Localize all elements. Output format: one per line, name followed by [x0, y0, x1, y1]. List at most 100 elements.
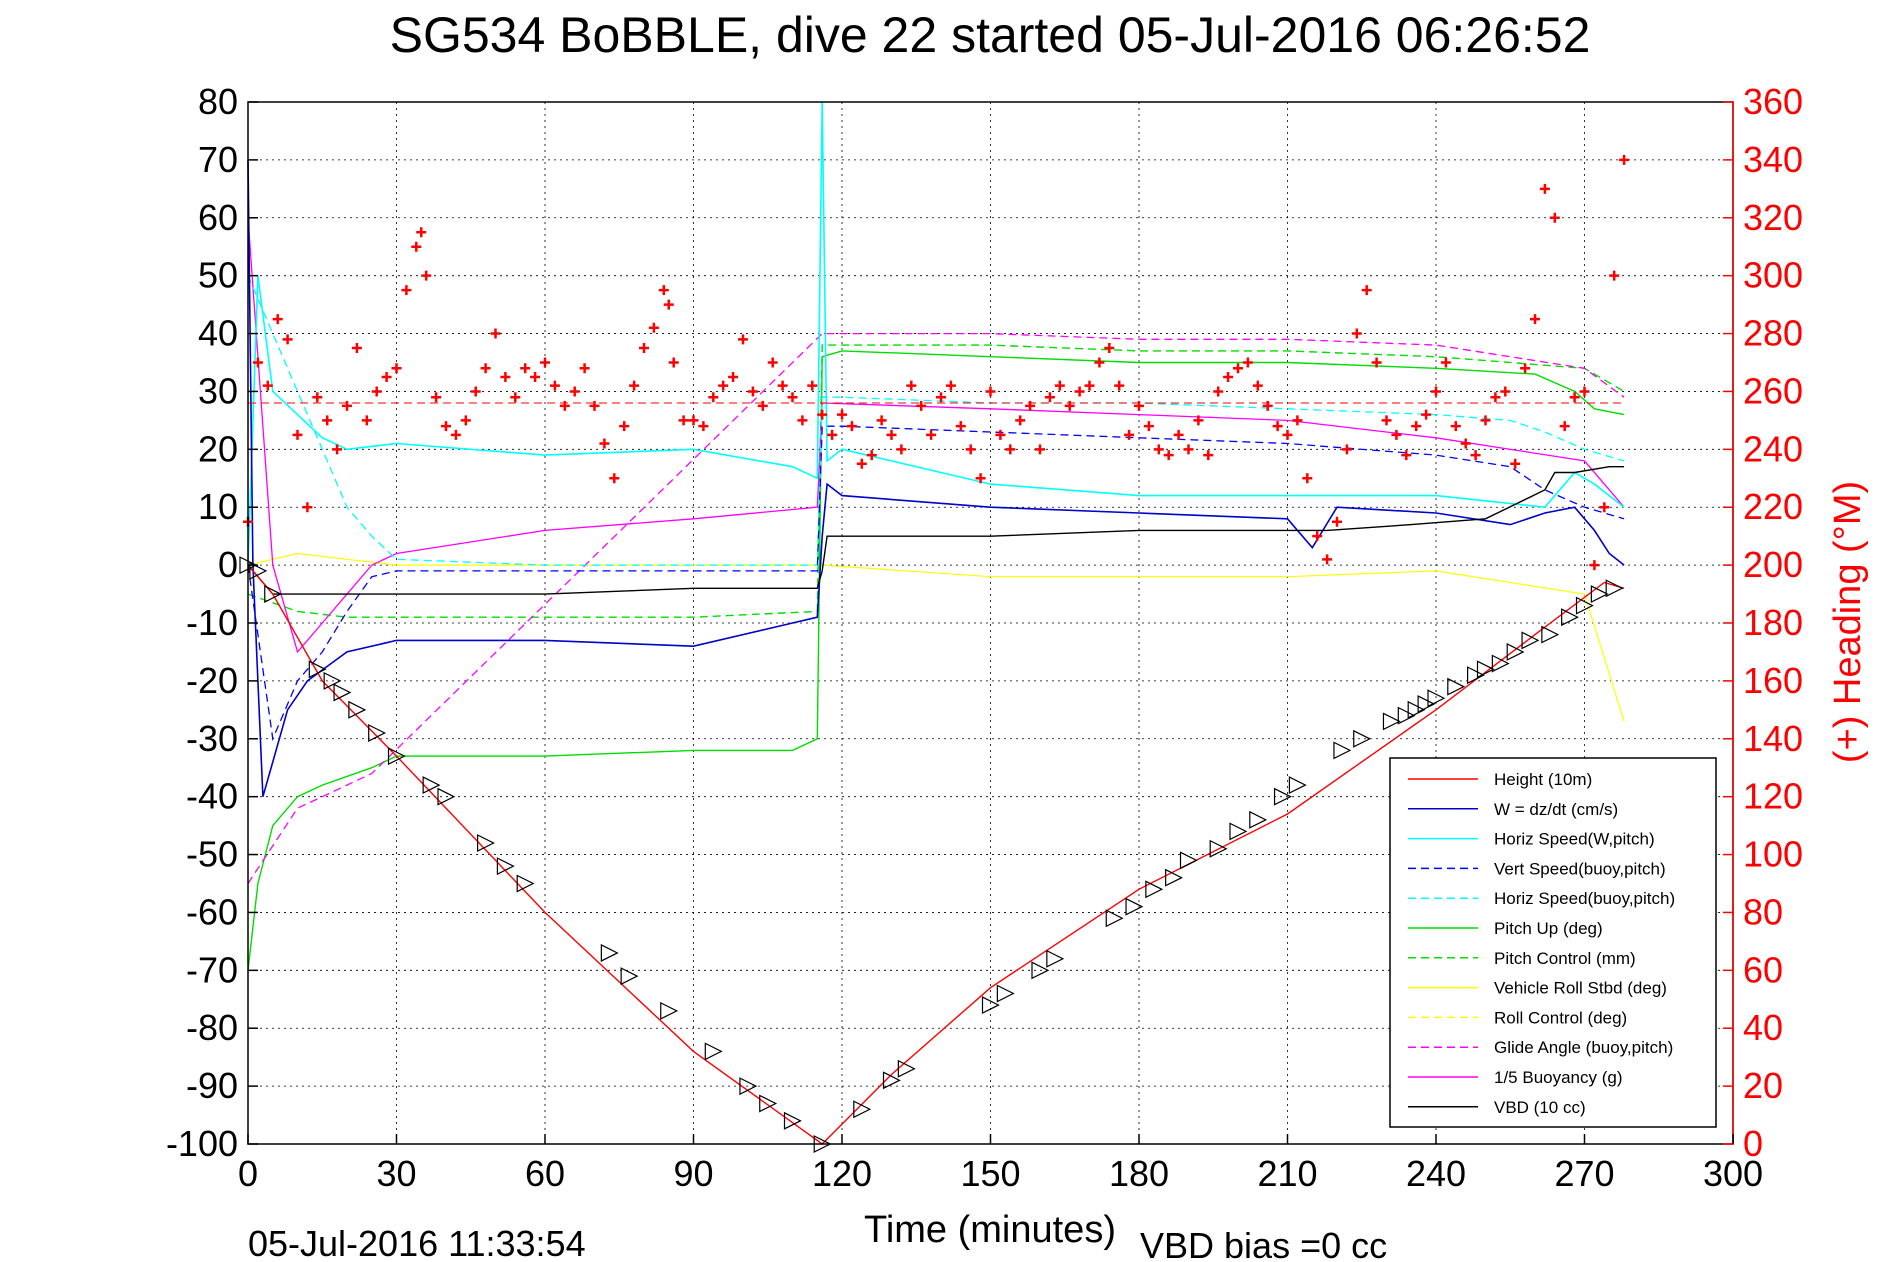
legend-label: Roll Control (deg): [1494, 1008, 1627, 1027]
y-tick-label: 50: [198, 255, 238, 296]
legend-label: Pitch Up (deg): [1494, 919, 1603, 938]
heading-point: [955, 421, 966, 432]
heading-point: [381, 371, 392, 382]
depth-marker: [1575, 596, 1594, 615]
y-tick-label: -100: [166, 1123, 238, 1164]
heading-point: [688, 415, 699, 426]
depth-marker: [368, 724, 387, 742]
heading-point: [1609, 270, 1620, 281]
heading-point: [1421, 409, 1432, 420]
heading-point: [797, 415, 808, 426]
heading-point: [926, 429, 937, 440]
legend-label: Glide Angle (buoy,pitch): [1494, 1038, 1673, 1057]
heading-point: [837, 409, 847, 420]
heading-point: [639, 343, 649, 354]
heading-point: [1173, 429, 1184, 440]
heading-point: [579, 363, 590, 374]
series-line-horiz_buoy: [247, 275, 1625, 566]
heading-point: [1242, 357, 1253, 368]
heading-point: [1500, 386, 1511, 397]
heading-point: [747, 386, 758, 397]
x-tick-label: 30: [376, 1153, 416, 1194]
depth-marker: [1105, 909, 1124, 928]
depth-marker: [516, 874, 535, 893]
depth-marker: [1031, 961, 1050, 980]
series-line-vert_buoy: [247, 425, 1625, 742]
legend-label: Horiz Speed(W,pitch): [1494, 830, 1655, 849]
x-tick-label: 150: [960, 1153, 1020, 1194]
y2-tick-label: 60: [1743, 949, 1783, 990]
y2-tick-label: 220: [1743, 486, 1803, 527]
x-tick-label: 0: [238, 1153, 258, 1194]
depth-marker: [387, 747, 406, 766]
heading-point: [1450, 421, 1461, 432]
heading-point: [1371, 357, 1382, 368]
y-tick-label: 60: [198, 197, 238, 238]
heading-point: [648, 322, 659, 333]
depth-marker: [853, 1100, 872, 1119]
legend-label: VBD (10 cc): [1494, 1098, 1586, 1117]
heading-point: [1203, 450, 1214, 461]
depth-marker: [1561, 608, 1579, 627]
heading-point: [1252, 380, 1263, 391]
heading-point: [1490, 392, 1501, 403]
heading-point: [500, 371, 511, 382]
heading-point: [411, 241, 422, 252]
heading-point: [401, 285, 412, 296]
y-tick-label: -60: [186, 891, 238, 932]
heading-point: [1589, 560, 1600, 571]
y2-tick-label: 200: [1743, 544, 1803, 585]
y2-tick-label: 140: [1743, 718, 1803, 759]
depth-marker: [1249, 810, 1268, 829]
heading-point: [1460, 438, 1471, 449]
y-tick-label: 40: [198, 313, 238, 354]
x-axis-label: Time (minutes): [864, 1209, 1116, 1251]
depth-marker: [323, 671, 342, 690]
heading-point: [1391, 429, 1402, 440]
depth-marker: [1447, 677, 1466, 696]
depth-marker: [308, 660, 327, 679]
depth-marker: [1382, 712, 1401, 731]
depth-marker: [739, 1077, 758, 1096]
depth-marker: [783, 1111, 802, 1130]
heading-point: [1401, 450, 1412, 461]
vbd-bias-label: VBD bias =0 cc: [1140, 1225, 1387, 1262]
heading-point: [361, 415, 372, 426]
heading-point: [1163, 450, 1174, 461]
heading-point: [738, 334, 748, 345]
heading-point: [1124, 429, 1135, 440]
heading-point: [569, 386, 580, 397]
x-tick-label: 180: [1109, 1153, 1169, 1194]
heading-point: [1579, 386, 1590, 397]
x-tick-label: 60: [525, 1153, 565, 1194]
heading-point: [817, 409, 828, 420]
series-line-glide: [247, 332, 1625, 884]
heading-point: [767, 357, 778, 368]
heading-point: [1361, 285, 1372, 296]
heading-point: [1332, 516, 1342, 527]
depth-marker: [249, 561, 268, 580]
heading-point: [629, 380, 640, 391]
depth-marker: [422, 776, 441, 795]
y-tick-label: -20: [186, 660, 238, 701]
heading-point: [1381, 415, 1392, 426]
depth-marker: [600, 943, 619, 962]
depth-marker: [1427, 689, 1446, 708]
series-line-pitch_ctrl: [247, 344, 1625, 618]
y2-tick-label: 0: [1743, 1123, 1763, 1164]
heading-point: [658, 285, 669, 296]
heading-points: [243, 154, 1630, 571]
depth-marker: [1209, 839, 1228, 858]
heading-point: [945, 380, 956, 391]
depth-marker: [264, 585, 283, 604]
heading-point: [1114, 380, 1125, 391]
heading-point: [1559, 421, 1570, 432]
heading-point: [510, 392, 521, 403]
series-group: [247, 101, 1625, 1145]
y-tick-label: 20: [198, 428, 238, 469]
chart-title: SG534 BoBBLE, dive 22 started 05-Jul-201…: [390, 7, 1591, 63]
heading-point: [1084, 380, 1095, 391]
heading-point: [1470, 450, 1481, 461]
heading-point: [1480, 415, 1491, 426]
depth-marker: [981, 996, 1000, 1015]
